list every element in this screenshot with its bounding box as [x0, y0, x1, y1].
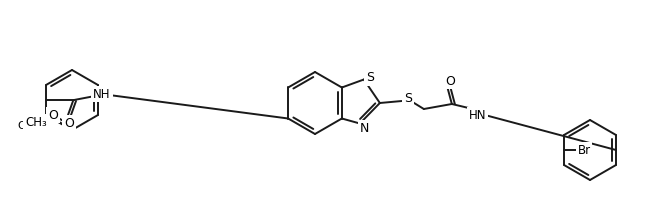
Text: Br: Br — [578, 143, 590, 157]
Text: NH: NH — [93, 87, 111, 100]
Text: S: S — [366, 71, 374, 84]
Text: CH₃: CH₃ — [25, 116, 47, 128]
Text: O: O — [64, 116, 74, 129]
Text: O: O — [445, 75, 455, 87]
Text: O: O — [48, 109, 58, 121]
Text: HN: HN — [469, 109, 486, 121]
Text: OCH₃: OCH₃ — [17, 121, 47, 131]
Text: N: N — [360, 122, 370, 135]
Text: S: S — [404, 92, 412, 104]
Text: O: O — [48, 109, 57, 121]
